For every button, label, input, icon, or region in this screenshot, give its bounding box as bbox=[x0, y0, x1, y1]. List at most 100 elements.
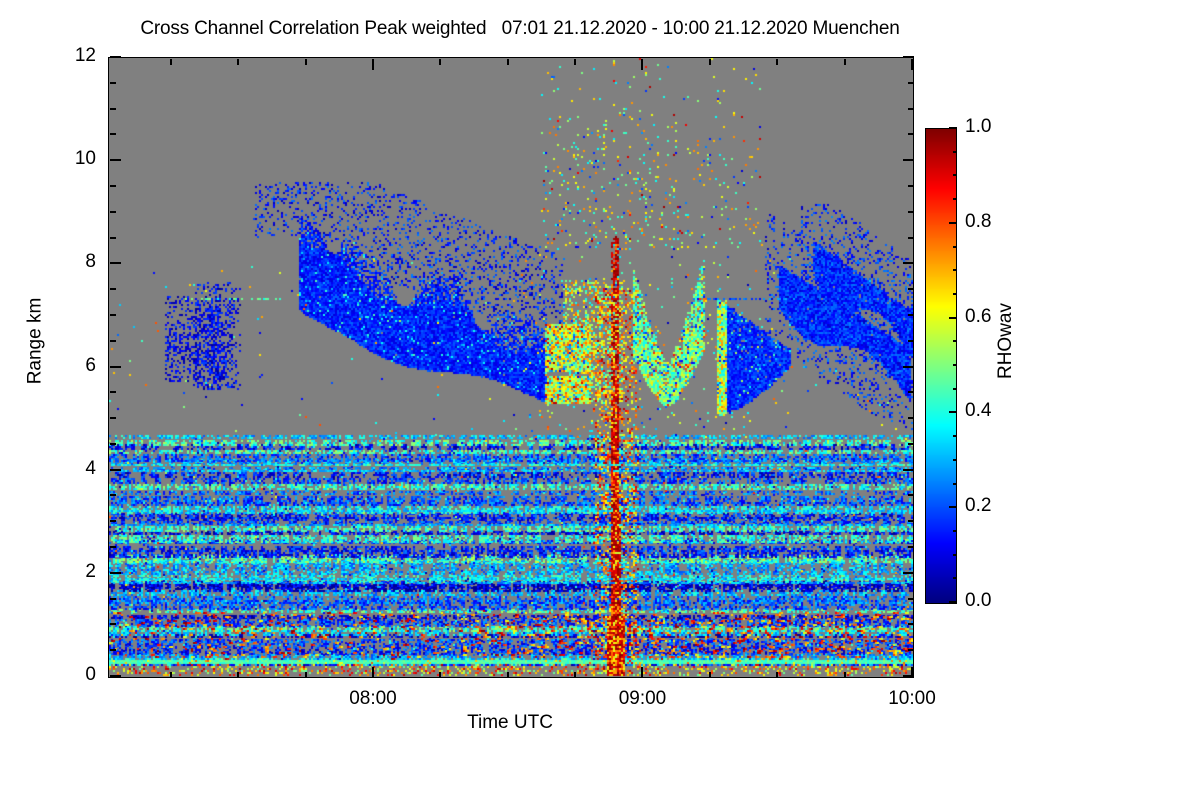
colorbar-minor-tick bbox=[952, 150, 957, 153]
y-major-tick bbox=[109, 675, 121, 677]
colorbar-minor-tick bbox=[952, 458, 957, 461]
x-major-tick bbox=[641, 666, 644, 678]
colorbar-minor-tick bbox=[952, 269, 957, 272]
x-minor-tick bbox=[439, 58, 442, 65]
colorbar-tick-label: 1.0 bbox=[965, 116, 992, 137]
colorbar-minor-tick bbox=[952, 577, 957, 580]
x-minor-tick bbox=[169, 58, 172, 65]
colorbar-major-tick bbox=[948, 316, 957, 319]
colorbar bbox=[925, 128, 957, 604]
colorbar-major-tick bbox=[948, 221, 957, 224]
y-tick-label: 2 bbox=[85, 560, 96, 582]
colorbar-minor-tick bbox=[952, 529, 957, 532]
y-tick-label: 4 bbox=[85, 457, 96, 479]
colorbar-tick-label: 0.6 bbox=[965, 305, 992, 327]
y-minor-tick bbox=[109, 81, 116, 84]
y-major-tick bbox=[902, 571, 914, 574]
y-major-tick bbox=[109, 468, 121, 471]
colorbar-minor-tick bbox=[952, 198, 957, 201]
x-minor-tick bbox=[237, 58, 240, 65]
y-minor-tick bbox=[109, 184, 116, 187]
y-major-tick bbox=[109, 159, 121, 162]
x-minor-tick bbox=[169, 671, 172, 678]
y-minor-tick bbox=[907, 442, 914, 445]
colorbar-minor-tick bbox=[952, 340, 957, 343]
x-minor-tick bbox=[506, 671, 509, 678]
x-minor-tick bbox=[708, 58, 711, 65]
y-minor-tick bbox=[109, 494, 116, 497]
y-major-tick bbox=[109, 262, 121, 265]
colorbar-minor-tick bbox=[952, 387, 957, 390]
x-minor-tick bbox=[843, 58, 846, 65]
y-minor-tick bbox=[109, 210, 116, 213]
x-major-tick bbox=[641, 58, 644, 70]
x-major-tick bbox=[371, 58, 374, 70]
x-major-tick bbox=[371, 666, 374, 678]
colorbar-gradient bbox=[926, 129, 956, 603]
y-major-tick bbox=[902, 468, 914, 471]
x-major-tick bbox=[911, 666, 913, 678]
y-tick-label: 12 bbox=[74, 45, 96, 66]
y-minor-tick bbox=[907, 184, 914, 187]
colorbar-major-tick bbox=[948, 411, 957, 414]
y-major-tick bbox=[902, 365, 914, 368]
y-major-tick bbox=[902, 675, 914, 677]
y-major-tick bbox=[109, 56, 121, 58]
y-minor-tick bbox=[109, 442, 116, 445]
colorbar-minor-tick bbox=[952, 553, 957, 556]
y-minor-tick bbox=[109, 236, 116, 239]
x-minor-tick bbox=[776, 58, 779, 65]
y-minor-tick bbox=[907, 210, 914, 213]
y-tick-label: 8 bbox=[85, 251, 96, 273]
x-minor-tick bbox=[708, 671, 711, 678]
y-minor-tick bbox=[907, 623, 914, 626]
colorbar-label: RHOwav bbox=[995, 302, 1017, 380]
y-minor-tick bbox=[109, 391, 116, 394]
y-minor-tick bbox=[109, 339, 116, 342]
y-minor-tick bbox=[109, 623, 116, 626]
y-minor-tick bbox=[109, 417, 116, 420]
y-tick-label: 0 bbox=[85, 664, 96, 685]
x-major-tick bbox=[911, 58, 913, 70]
colorbar-tick-label: 0.8 bbox=[965, 210, 992, 232]
y-major-tick bbox=[902, 159, 914, 162]
x-minor-tick bbox=[304, 671, 307, 678]
colorbar-tick-label: 0.4 bbox=[965, 400, 992, 422]
colorbar-minor-tick bbox=[952, 435, 957, 438]
colorbar-minor-tick bbox=[952, 482, 957, 485]
y-minor-tick bbox=[907, 236, 914, 239]
y-minor-tick bbox=[907, 417, 914, 420]
y-tick-label: 10 bbox=[74, 148, 96, 170]
x-tick-label: 08:00 bbox=[349, 688, 397, 709]
colorbar-major-tick bbox=[948, 127, 957, 129]
x-axis-label: Time UTC bbox=[467, 712, 553, 733]
colorbar-tick-label: 0.0 bbox=[965, 590, 992, 611]
y-minor-tick bbox=[109, 313, 116, 316]
y-minor-tick bbox=[907, 81, 914, 84]
colorbar-minor-tick bbox=[952, 364, 957, 366]
heatmap-canvas bbox=[109, 58, 913, 677]
y-minor-tick bbox=[907, 107, 914, 110]
y-minor-tick bbox=[109, 649, 116, 652]
y-minor-tick bbox=[109, 597, 116, 600]
colorbar-tick-label: 0.2 bbox=[965, 495, 992, 517]
y-major-tick bbox=[902, 262, 914, 265]
y-major-tick bbox=[902, 56, 914, 58]
x-tick-label: 10:00 bbox=[888, 688, 936, 709]
x-minor-tick bbox=[574, 671, 577, 678]
x-minor-tick bbox=[439, 671, 442, 678]
y-minor-tick bbox=[907, 546, 914, 549]
y-minor-tick bbox=[907, 597, 914, 600]
colorbar-major-tick bbox=[948, 506, 957, 509]
y-minor-tick bbox=[907, 313, 914, 316]
y-tick-label: 6 bbox=[85, 354, 96, 376]
y-minor-tick bbox=[109, 133, 116, 136]
y-minor-tick bbox=[907, 391, 914, 394]
y-minor-tick bbox=[109, 520, 116, 523]
colorbar-minor-tick bbox=[952, 174, 957, 177]
x-minor-tick bbox=[237, 671, 240, 678]
colorbar-minor-tick bbox=[952, 292, 957, 295]
y-major-tick bbox=[109, 365, 121, 368]
y-minor-tick bbox=[907, 288, 914, 291]
